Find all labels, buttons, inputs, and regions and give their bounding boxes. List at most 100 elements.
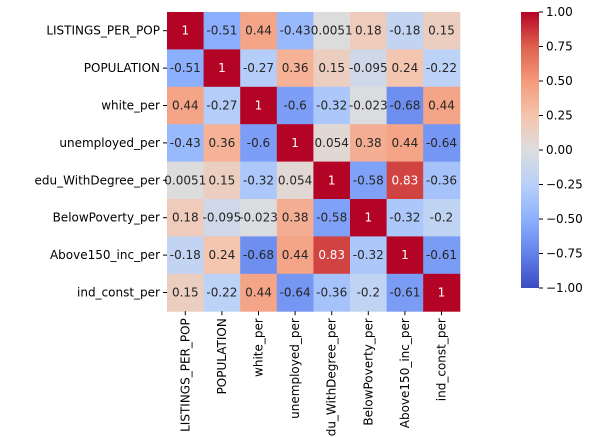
x-tick-label: POPULATION: [215, 318, 229, 394]
cell-value-label: 0.15: [209, 173, 236, 187]
y-tick-label: LISTINGS_PER_POP: [46, 24, 160, 38]
heatmap-cell: [423, 236, 461, 275]
cell-value-label: 0.054: [315, 136, 349, 150]
heatmap-cell: [313, 161, 351, 200]
x-tick-label: unemployed_per: [288, 318, 302, 419]
colorbar: 1.00 0.75 0.50 0.25 0.00 −0.25 −0.50 −0.75 −1.00: [521, 5, 583, 295]
cell-value-label: -0.68: [389, 99, 420, 113]
heatmap-cell: [423, 12, 461, 50]
cell-value-label: -0.22: [426, 61, 457, 75]
heatmap-cell: [167, 236, 205, 275]
cell-value-label: 0.36: [209, 136, 236, 150]
heatmap-cell: [240, 161, 278, 200]
heatmap-cell: [240, 199, 278, 237]
y-tick-label: ind_const_per: [77, 286, 160, 300]
cell-value-label: -0.36: [426, 173, 457, 187]
cell-value-label: 0.38: [282, 211, 309, 225]
heatmap-cell: [240, 12, 278, 50]
cell-value-label: 1: [181, 24, 189, 38]
heatmap-cell: [350, 161, 388, 200]
heatmap-cell: [167, 49, 205, 88]
cell-value-label: -0.2: [430, 211, 453, 225]
cell-value-label: -0.023: [239, 211, 278, 225]
cell-value-label: 0.38: [355, 136, 382, 150]
cell-value-label: 1: [401, 248, 409, 262]
heatmap-cell: [313, 86, 351, 125]
x-tick-label: Above150_inc_per: [398, 318, 412, 428]
heatmap-cell: [203, 49, 241, 88]
heatmap-cell: [423, 199, 461, 237]
x-tick-label: LISTINGS_PER_POP: [178, 318, 192, 432]
heatmap-cell: [167, 161, 205, 200]
cell-value-label: -0.64: [280, 286, 311, 300]
cell-value-label: 0.44: [245, 286, 272, 300]
heatmap-cell: [203, 161, 241, 200]
heatmap-cell: [203, 199, 241, 237]
heatmap-cell: [203, 236, 241, 275]
heatmap-cell: [386, 124, 424, 163]
cell-value-label: -0.27: [206, 99, 237, 113]
colorbar-tick-label: 0.75: [546, 40, 573, 54]
cell-value-label: 0.44: [245, 24, 272, 38]
heatmap-cell: [276, 199, 314, 237]
colorbar-gradient: [521, 12, 539, 288]
x-tick-label: BelowPoverty_per: [361, 318, 375, 425]
heatmap-cell: [313, 236, 351, 275]
x-axis: LISTINGS_PER_POP POPULATION white_per unemp…: [178, 311, 449, 437]
y-tick-label: BelowPoverty_per: [53, 211, 160, 225]
heatmap-cells: [167, 12, 461, 312]
heatmap-cell: [203, 12, 241, 50]
heatmap-cell: [167, 12, 205, 50]
heatmap-cell: [386, 49, 424, 88]
cell-value-label: -0.6: [283, 99, 306, 113]
cell-value-label: 0.44: [282, 248, 309, 262]
heatmap-cell: [276, 236, 314, 275]
colorbar-tick-label: 0.00: [546, 143, 573, 157]
cell-value-label: -0.43: [280, 24, 311, 38]
heatmap-cell: [240, 86, 278, 125]
heatmap-cell: [350, 273, 388, 312]
cell-value-label: -0.32: [389, 211, 420, 225]
cell-value-label: 0.24: [209, 248, 236, 262]
heatmap-cell: [350, 124, 388, 163]
heatmap-cell: [313, 199, 351, 237]
cell-value-label: 0.44: [428, 99, 455, 113]
heatmap-cell: [386, 12, 424, 50]
y-axis: LISTINGS_PER_POP POPULATION white_perunemp…: [35, 24, 167, 300]
cell-value-label: -0.18: [389, 24, 420, 38]
cell-value-label: 0.44: [172, 99, 199, 113]
colorbar-tick-label: 0.50: [546, 74, 573, 88]
cell-value-label: 0.24: [392, 61, 419, 75]
x-tick-label: ind_const_per: [435, 318, 449, 401]
heatmap-cell: [167, 199, 205, 237]
cell-value-label: -0.6: [247, 136, 270, 150]
cell-value-label: -0.64: [426, 136, 457, 150]
cell-value-label: 0.83: [318, 248, 345, 262]
heatmap-cell: [386, 86, 424, 125]
y-tick-label: unemployed_per: [59, 136, 160, 150]
x-tick-label: edu_WithDegree_per: [325, 318, 339, 437]
x-tick-label: white_per: [252, 318, 266, 377]
cell-value-label: 0.054: [278, 173, 312, 187]
heatmap-cell: [386, 236, 424, 275]
heatmap-cell: [423, 86, 461, 125]
colorbar-tick-label: 0.25: [546, 109, 573, 123]
heatmap-cell: [240, 49, 278, 88]
heatmap-cell: [423, 124, 461, 163]
cell-value-label: 0.18: [172, 211, 199, 225]
heatmap-cell: [167, 273, 205, 312]
cell-value-label: -0.68: [243, 248, 274, 262]
cell-value-label: 1: [218, 61, 226, 75]
cell-value-label: 0.15: [172, 286, 199, 300]
heatmap-cell: [313, 49, 351, 88]
cell-value-label: -0.61: [389, 286, 420, 300]
heatmap-cell: [313, 273, 351, 312]
heatmap-cell: [276, 49, 314, 88]
cell-value-label: 0.15: [318, 61, 345, 75]
cell-value-label: 0.83: [392, 173, 419, 187]
heatmap-cell: [203, 273, 241, 312]
cell-value-label: -0.43: [170, 136, 201, 150]
heatmap-cell: [313, 124, 351, 163]
cell-value-label: -0.32: [316, 99, 347, 113]
cell-value-label: -0.22: [206, 286, 237, 300]
